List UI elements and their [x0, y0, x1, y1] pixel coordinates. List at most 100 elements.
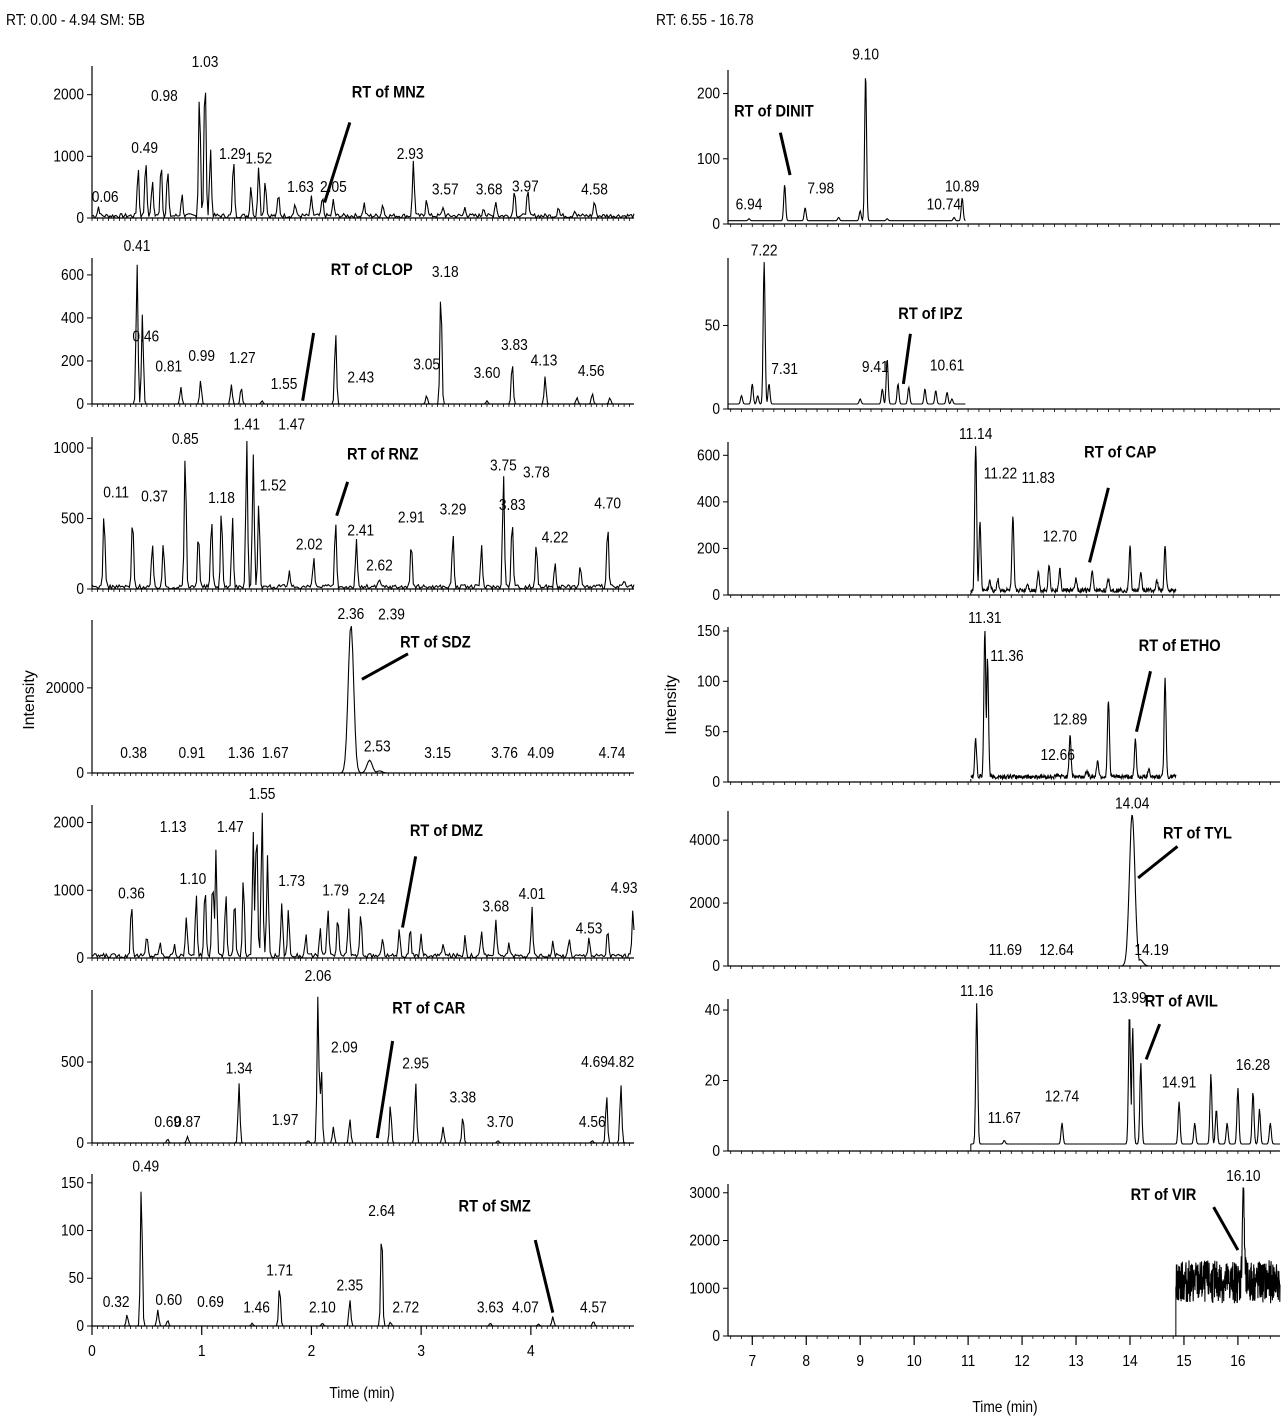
peak-label: 11.22 — [984, 465, 1017, 483]
peak-label: 11.36 — [990, 647, 1023, 665]
y-tick-label: 0 — [712, 1142, 720, 1160]
peak-label: 0.81 — [155, 358, 182, 376]
peak-label: 11.67 — [988, 1109, 1021, 1127]
chromatogram-trace — [728, 78, 966, 222]
x-tick-label: 2 — [308, 1342, 316, 1360]
x-tick-label: 13 — [1068, 1352, 1083, 1370]
chromatogram-trace — [970, 814, 1176, 967]
peak-label: 3.38 — [449, 1089, 476, 1107]
peak-label: 0.69 — [197, 1293, 224, 1311]
rt-annotation-arrow — [1144, 1023, 1162, 1060]
peak-label: 4.56 — [578, 362, 605, 380]
rt-annotation-label: RT of MNZ — [352, 84, 425, 102]
peak-label: 10.74 — [927, 196, 961, 214]
peak-label: 3.83 — [501, 336, 528, 354]
peak-label: 1.73 — [278, 872, 305, 890]
y-tick-label: 0 — [76, 580, 84, 598]
x-tick-label: 0 — [88, 1342, 96, 1360]
peak-label: 1.03 — [192, 53, 219, 71]
rt-annotation-label: RT of DINIT — [734, 102, 814, 120]
peak-label: 9.10 — [852, 46, 879, 64]
x-tick-label: 14 — [1122, 1352, 1137, 1370]
peak-label: 1.41 — [233, 416, 260, 434]
peak-label: 0.91 — [178, 744, 205, 762]
peak-label: 1.46 — [243, 1299, 270, 1317]
x-tick-label: 16 — [1230, 1352, 1245, 1370]
peak-label: 7.31 — [771, 360, 798, 378]
y-tick-label: 50 — [705, 317, 720, 335]
y-tick-label: 1000 — [53, 439, 84, 457]
peak-label: 1.52 — [245, 150, 272, 168]
peak-label: 0.41 — [124, 237, 151, 255]
peak-label: 12.89 — [1053, 711, 1087, 729]
peak-label: 1.55 — [271, 375, 298, 393]
peak-label: 11.83 — [1022, 469, 1055, 487]
rt-annotation-label: RT of VIR — [1131, 1186, 1197, 1204]
peak-label: 3.68 — [482, 897, 509, 915]
y-tick-label: 600 — [61, 266, 84, 284]
peak-label: 12.70 — [1043, 528, 1077, 546]
peak-label: 11.31 — [968, 609, 1001, 627]
peak-label: 2.91 — [398, 509, 425, 527]
peak-label: 2.53 — [364, 738, 391, 756]
y-tick-label: 600 — [697, 446, 720, 464]
peak-label: 2.06 — [305, 967, 332, 985]
chromatogram-panel: 0 1000 2000 3000 7 8 9 10 11 12 13 14 15 16 16.10 RT of… — [689, 1167, 1281, 1370]
peak-label: 3.78 — [523, 464, 550, 482]
rt-annotation-label: RT of RNZ — [347, 445, 419, 463]
peak-label: 0.60 — [155, 1291, 182, 1309]
chromatogram-panel: 0 200 400 600 11.14 11.22 11.83 12.70 RT of CAP — [697, 425, 1280, 604]
peak-label: 0.37 — [141, 488, 168, 506]
peak-label: 7.98 — [807, 179, 834, 197]
y-tick-label: 20000 — [46, 679, 84, 697]
peak-label: 12.74 — [1045, 1088, 1079, 1106]
x-tick-label: 1 — [198, 1342, 206, 1360]
rt-annotation-arrow — [323, 121, 352, 204]
peak-label: 16.10 — [1226, 1167, 1260, 1185]
peak-label: 2.39 — [378, 606, 405, 624]
rt-annotation-arrow — [361, 652, 409, 681]
peak-label: 2.64 — [368, 1202, 395, 1220]
y-tick-label: 2000 — [689, 1232, 720, 1250]
chromatogram-panel: 0 2000 4000 11.69 12.64 14.04 14.19 RT of TYL — [689, 795, 1280, 975]
peak-label: 12.66 — [1040, 746, 1074, 764]
chromatogram-panel: 0 1000 2000 0.36 1.13 1.10 1.47 1.55 1.73 1.79 2.2… — [53, 785, 637, 967]
peak-label: 14.19 — [1134, 941, 1168, 959]
chromatogram-panel: 0 50 7.22 7.31 9.41 10.61 RT of IPZ — [705, 241, 1280, 418]
peak-label: 0.85 — [172, 430, 199, 448]
peak-label: 4.09 — [527, 744, 554, 762]
y-tick-label: 0 — [712, 215, 720, 233]
peak-label: 4.82 — [607, 1053, 634, 1071]
header-right: RT: 6.55 - 16.78 — [656, 12, 754, 29]
chromatogram-trace — [1175, 1187, 1281, 1304]
peak-label: 4.01 — [519, 885, 546, 903]
rt-annotation-arrow — [1137, 845, 1179, 880]
peak-label: 2.10 — [309, 1299, 336, 1317]
x-tick-label: 15 — [1176, 1352, 1191, 1370]
rt-annotation-label: RT of CLOP — [331, 261, 413, 279]
chromatogram-trace — [970, 445, 1177, 595]
y-tick-label: 400 — [61, 309, 84, 327]
peak-label: 4.07 — [512, 1299, 539, 1317]
chromatogram-panel: 0 50 100 150 0 1 2 3 4 0.32 0.49 0.60 0.69 1.46 1.71 2.… — [61, 1157, 634, 1360]
rt-annotation-label: RT of CAR — [392, 999, 466, 1017]
chromatogram-trace — [970, 630, 1177, 781]
peak-label: 2.93 — [397, 145, 424, 163]
peak-label: 0.36 — [118, 884, 145, 902]
peak-label: 0.38 — [120, 744, 147, 762]
y-tick-label: 3000 — [689, 1184, 720, 1202]
peak-label: 1.47 — [278, 416, 305, 434]
rt-annotation-arrow — [335, 481, 350, 517]
peak-label: 2.72 — [392, 1299, 419, 1317]
peak-label: 0.98 — [151, 87, 178, 105]
y-axis-label-left: Intensity — [21, 670, 38, 730]
y-tick-label: 0 — [76, 1134, 84, 1152]
peak-label: 9.41 — [862, 358, 889, 376]
peak-label: 2.24 — [358, 890, 385, 908]
peak-label: 16.28 — [1236, 1056, 1270, 1074]
peak-label: 2.35 — [336, 1277, 363, 1295]
peak-label: 10.61 — [930, 357, 964, 375]
peak-label: 4.74 — [599, 744, 626, 762]
